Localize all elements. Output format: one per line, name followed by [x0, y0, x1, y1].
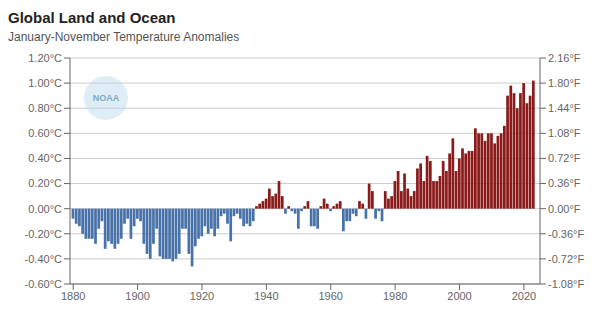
svg-text:0.72°F: 0.72°F: [548, 152, 581, 164]
svg-text:0.80°C: 0.80°C: [28, 102, 62, 114]
svg-text:1.08°F: 1.08°F: [548, 127, 581, 139]
svg-text:-0.60°C: -0.60°C: [25, 278, 62, 290]
svg-text:0.20°C: 0.20°C: [28, 177, 62, 189]
svg-text:1880: 1880: [61, 290, 85, 302]
svg-text:1960: 1960: [319, 290, 343, 302]
svg-text:-0.20°C: -0.20°C: [25, 228, 62, 240]
svg-text:1.00°C: 1.00°C: [28, 77, 62, 89]
svg-text:0.00°F: 0.00°F: [548, 203, 581, 215]
svg-text:1920: 1920: [190, 290, 214, 302]
html-text:January-November Temperature A: January-November Temperature Anomalies: [8, 30, 240, 44]
svg-text:1900: 1900: [125, 290, 149, 302]
svg-text:0.36°F: 0.36°F: [548, 177, 581, 189]
svg-text:0.60°C: 0.60°C: [28, 127, 62, 139]
svg-text:2.16°F: 2.16°F: [548, 52, 581, 64]
svg-text:1.80°F: 1.80°F: [548, 77, 581, 89]
svg-text:2020: 2020: [512, 290, 536, 302]
svg-text:0.40°C: 0.40°C: [28, 152, 62, 164]
svg-text:2000: 2000: [447, 290, 471, 302]
svg-text:1980: 1980: [383, 290, 407, 302]
svg-text:-0.40°C: -0.40°C: [25, 253, 62, 265]
svg-text:1.20°C: 1.20°C: [28, 52, 62, 64]
svg-text:-0.72°F: -0.72°F: [548, 253, 584, 265]
svg-text:-1.08°F: -1.08°F: [548, 278, 584, 290]
html-text:NOAA: NOAA: [92, 93, 120, 103]
html-text:Global Land and Ocean: Global Land and Ocean: [8, 9, 176, 26]
svg-text:0.00°C: 0.00°C: [28, 203, 62, 215]
svg-text:1.44°F: 1.44°F: [548, 102, 581, 114]
svg-text:1940: 1940: [254, 290, 278, 302]
svg-text:-0.36°F: -0.36°F: [548, 228, 584, 240]
